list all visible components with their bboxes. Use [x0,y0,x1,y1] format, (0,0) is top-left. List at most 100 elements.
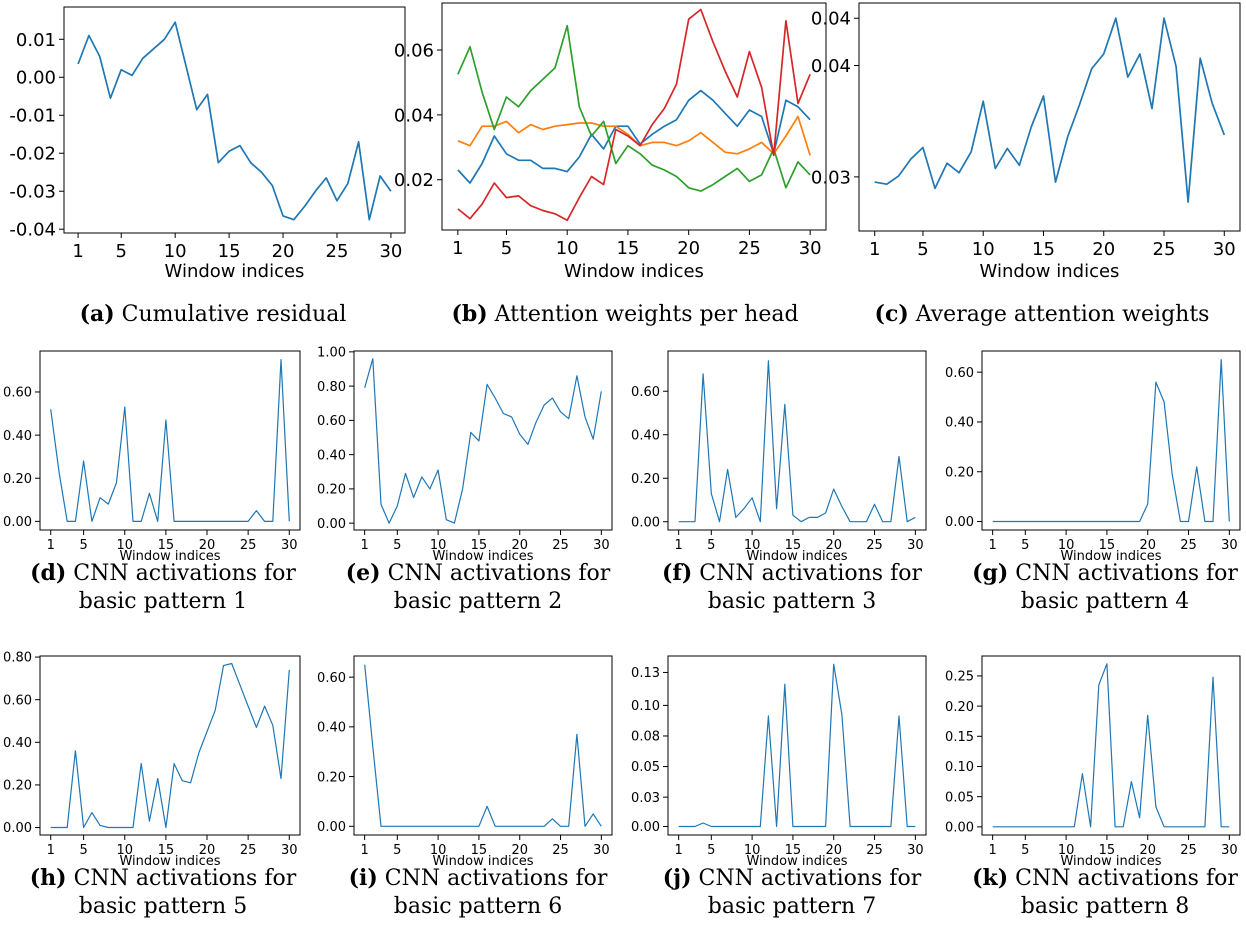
x-tick-label: 15 [471,538,488,553]
y-tick-label: 0.00 [945,821,974,836]
x-tick-label: 15 [785,843,802,858]
plot-frame [981,350,1241,531]
x-tick-label: 5 [79,843,87,858]
caption-text: CNN activations for [66,561,296,586]
y-tick-label: 0.80 [317,380,346,395]
series-line-3 [457,8,811,222]
series-line-0 [50,662,290,829]
x-tick-label: 25 [552,843,569,858]
caption-text: basic pattern 6 [394,894,562,919]
caption-text: basic pattern 2 [394,589,562,614]
x-tick-label: 10 [744,843,761,858]
x-tick-label: 5 [79,538,87,553]
chart-panel-k: 1 5 10 15 20 25 300.250.200.150.100.050.00Wind… [945,655,1241,919]
x-tick-label: 1 [989,843,997,858]
x-tick-label: 10 [744,538,761,553]
plot-frame [667,655,927,836]
figure-caption: (f) CNN activations for basic pattern 3 [662,560,922,614]
x-axis-label: Window indices [1060,549,1161,564]
x-tick-label: 5 [116,241,127,262]
caption-text: CNN activations for [1008,866,1238,891]
x-axis-label: Window indices [1060,854,1161,869]
figure-caption: (d) CNN activations for basic pattern 1 [30,560,296,614]
caption-text: basic pattern 5 [79,894,247,919]
y-tick-label: 0.40 [3,736,32,751]
series-line-0 [678,360,916,523]
figure-caption: (h) CNN activations for basic pattern 5 [30,865,297,919]
x-tick-label: 15 [158,843,175,858]
y-tick-label: 0.15 [945,730,974,745]
caption-text: Attention weights per head [488,302,799,327]
x-tick-label: 25 [1180,843,1197,858]
x-axis-label: Window indices [746,854,847,869]
series-line-2 [457,24,811,192]
x-tick-label: 10 [164,241,187,262]
series-line-0 [50,359,290,523]
series-line-0 [364,358,602,524]
x-tick-label: 10 [1058,843,1075,858]
chart-panel-j: 1 5 10 15 20 25 300.130.100.080.050.030.00Wind… [631,655,927,919]
caption-text: basic pattern 7 [708,894,876,919]
caption-tag: (d) [30,560,66,586]
x-tick-label: 15 [1099,843,1116,858]
x-tick-label: 15 [158,538,175,553]
caption-text: Average attention weights [909,302,1210,327]
x-tick-label: 20 [511,538,528,553]
x-tick-label: 25 [240,843,257,858]
caption-text: basic pattern 4 [1021,589,1189,614]
y-tick-label: 0.20 [945,700,974,715]
x-tick-label: 10 [1058,538,1075,553]
series-line-0 [874,17,1226,203]
x-axis-label: Window indices [564,261,704,282]
x-tick-label: 20 [199,538,216,553]
x-tick-label: 25 [738,238,761,259]
caption-tag: (e) [346,560,381,586]
caption-tag: (h) [30,865,67,891]
series-line-0 [992,663,1230,828]
series-line-0 [77,21,392,221]
x-tick-label: 25 [866,843,883,858]
x-tick-label: 20 [199,843,216,858]
chart-panel-e: 1 5 10 15 20 25 301.000.800.600.400.200.00Wind… [317,346,613,614]
x-tick-label: 15 [1032,239,1055,260]
x-tick-label: 15 [218,241,241,262]
y-tick-label: 0.40 [317,448,346,463]
caption-text: basic pattern 3 [708,589,876,614]
caption-tag: (b) [451,301,487,327]
y-tick-label: 0.60 [631,385,660,400]
caption-tag: (j) [663,865,692,891]
series-line-0 [992,359,1230,523]
x-tick-label: 1 [989,538,997,553]
series-line-0 [364,664,602,827]
x-tick-label: 5 [1021,843,1029,858]
x-tick-label: 20 [1092,239,1115,260]
series-line-0 [678,663,916,828]
x-tick-label: 5 [1021,538,1029,553]
x-tick-label: 30 [1213,239,1236,260]
y-tick-label: 0.00 [631,820,660,835]
y-tick-label: 0.06 [394,41,434,62]
caption-text: basic pattern 1 [79,589,247,614]
x-tick-label: 20 [677,238,700,259]
y-tick-label: 0.05 [631,760,660,775]
y-tick-label: 0.03 [811,167,851,188]
x-tick-label: 25 [552,538,569,553]
y-tick-label: 0.05 [945,790,974,805]
x-tick-label: 1 [361,843,369,858]
x-tick-label: 30 [799,238,822,259]
x-tick-label: 10 [116,538,133,553]
x-tick-label: 30 [1221,538,1238,553]
y-tick-label: 0.40 [945,416,974,431]
figure-caption: (k) CNN activations for basic pattern 8 [972,865,1238,919]
caption-text: basic pattern 8 [1021,894,1189,919]
y-tick-label: 0.00 [317,820,346,835]
x-tick-label: 1 [675,538,683,553]
caption-text: CNN activations for [378,866,608,891]
y-tick-label: 0.60 [3,693,32,708]
caption-text: CNN activations for [692,561,922,586]
x-tick-label: 10 [972,239,995,260]
